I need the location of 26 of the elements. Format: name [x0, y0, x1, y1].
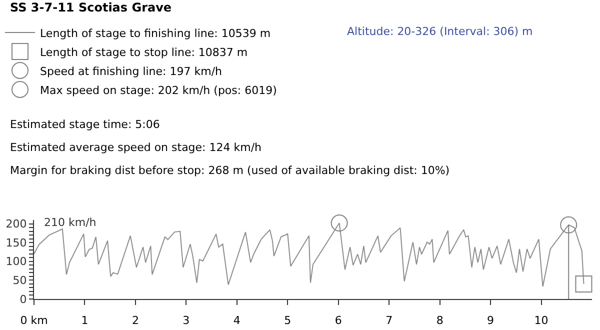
- legend-label: Length of stage to stop line: 10837 m: [40, 46, 248, 59]
- x-tick-label: 2: [132, 314, 139, 328]
- y-tick-label: 200: [6, 218, 27, 231]
- legend-label: Max speed on stage: 202 km/h (pos: 6019): [40, 84, 277, 97]
- y-tick-label: 150: [6, 236, 27, 250]
- y-tick-label: 100: [6, 255, 27, 268]
- x-tick-label: 4: [233, 314, 240, 328]
- x-tick-label: 8: [436, 314, 444, 328]
- x-tick-label: 9: [487, 314, 494, 328]
- y-tick-label: 0: [20, 292, 27, 306]
- legend-label: Speed at finishing line: 197 km/h: [40, 64, 222, 78]
- x-tick-label: 1: [81, 314, 88, 328]
- x-tick-label: 0 km: [20, 314, 48, 328]
- x-tick-label: 3: [182, 314, 190, 328]
- x-tick-label: 6: [334, 314, 342, 328]
- legend-label: Length of stage to finishing line: 10539 m: [40, 26, 271, 40]
- y-tick-label: 50: [12, 274, 27, 288]
- text: Estimated average speed on stage: 124 km/h: [10, 141, 262, 154]
- text: Estimated stage time: 5:06: [10, 118, 160, 131]
- text: Margin for braking dist before stop: 268 m (used of available braking dist: 10%): [10, 164, 450, 177]
- x-tick-label: 7: [386, 314, 393, 328]
- x-tick-label: 10: [534, 314, 548, 328]
- annotation: 210 km/h: [44, 216, 96, 229]
- chart-title: SS 3-7-11 Scotias Grave: [10, 0, 172, 14]
- x-tick-label: 5: [284, 314, 292, 328]
- text: Altitude: 20-326 (Interval: 306) m: [347, 25, 533, 38]
